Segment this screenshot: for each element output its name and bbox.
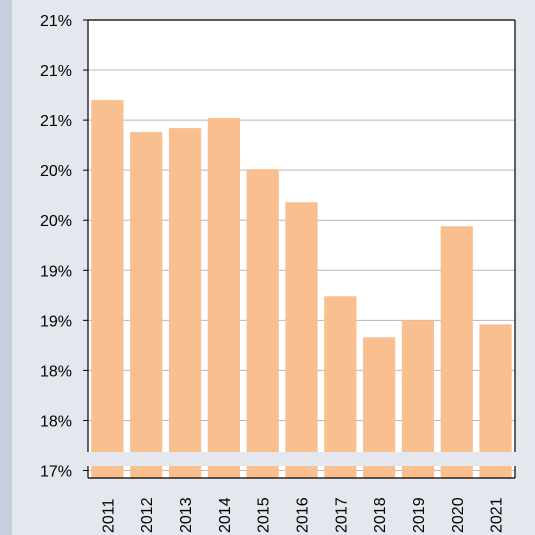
x-tick-label: 2017: [333, 497, 350, 533]
axis-break-band: [84, 452, 519, 466]
x-tick-label: 2018: [372, 497, 389, 533]
x-tick-label: 2011: [100, 498, 117, 533]
bar: [91, 100, 124, 478]
y-tick-labels: 17% 18% 18% 19% 19% 20% 20% 21% 21% 21%: [40, 13, 72, 481]
y-tick-label: 18%: [40, 363, 72, 380]
x-tick-label: 2021: [489, 497, 506, 533]
x-tick-labels: 2011 2012 2013 2014 2015 2016 2017 2018 2019 2020…: [100, 497, 505, 533]
x-tick-label: 2014: [217, 497, 234, 533]
y-tick-label: 19%: [40, 263, 72, 280]
y-tick-label: 21%: [40, 63, 72, 80]
y-tick-label: 21%: [40, 113, 72, 130]
y-tick-label: 17%: [40, 464, 72, 481]
y-tick-label: 20%: [40, 163, 72, 180]
x-tick-label: 2015: [256, 497, 273, 533]
bar: [285, 202, 318, 478]
bar: [324, 296, 357, 478]
axes: [87, 19, 516, 479]
bar: [130, 132, 163, 479]
bar: [246, 169, 279, 478]
bar: [168, 128, 202, 479]
y-tick-label: 20%: [40, 213, 72, 230]
x-tick-label: 2013: [178, 497, 195, 533]
y-tick-label: 19%: [40, 313, 72, 330]
bar: [207, 118, 240, 478]
left-edge-strip: [0, 0, 12, 535]
x-tick-label: 2019: [411, 497, 428, 533]
x-tick-label: 2012: [139, 497, 156, 533]
y-tick-label: 21%: [40, 13, 72, 30]
bar: [401, 320, 435, 478]
x-tick-label: 2020: [450, 497, 467, 533]
y-tick-label: 18%: [40, 413, 72, 430]
bar: [440, 226, 473, 478]
bars: [91, 100, 512, 479]
x-tick-label: 2016: [295, 497, 312, 533]
